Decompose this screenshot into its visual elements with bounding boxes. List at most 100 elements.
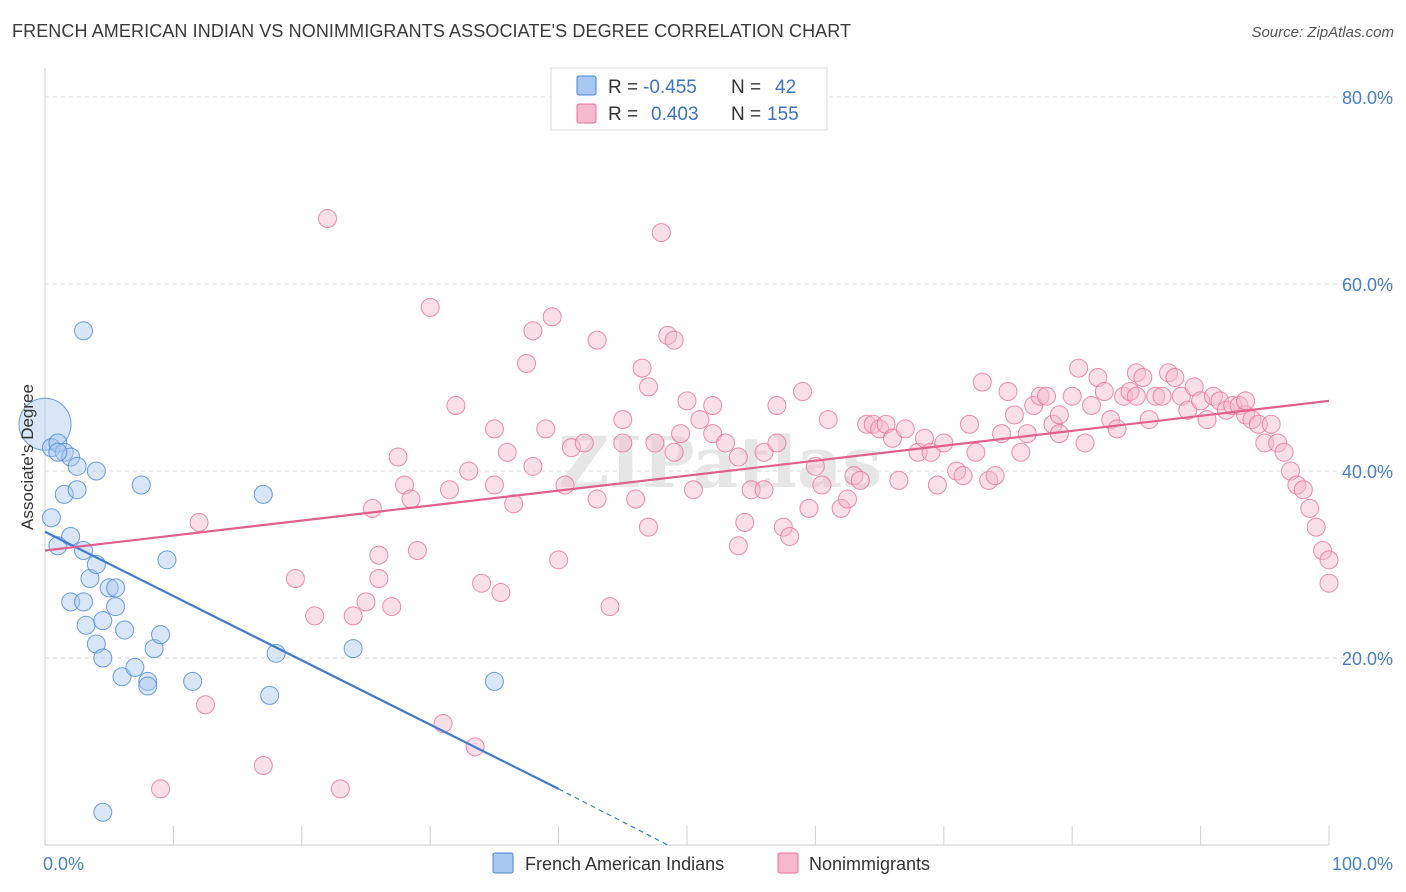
point-nonimmigrants [818,410,838,430]
point-nonimmigrants [664,442,684,462]
point-french-american-indians [86,461,106,481]
point-nonimmigrants [459,461,479,481]
point-nonimmigrants [439,480,459,500]
point-nonimmigrants [780,526,800,546]
x-tick-label: 100.0% [1332,854,1393,874]
legend-swatch-blue [492,852,514,874]
point-nonimmigrants [356,592,376,612]
legend-n-value: 155 [767,104,799,125]
point-nonimmigrants [1268,433,1288,453]
y-tick-label: 60.0% [1342,275,1393,295]
point-nonimmigrants [626,489,646,509]
point-nonimmigrants [882,428,902,448]
point-nonimmigrants [1171,386,1191,406]
legend-series-label: French American Indians [525,854,724,874]
point-nonimmigrants [362,498,382,518]
point-nonimmigrants [504,494,524,514]
point-french-american-indians [76,615,96,635]
point-french-american-indians [144,639,164,659]
point-nonimmigrants [754,480,774,500]
point-nonimmigrants [407,540,427,560]
point-nonimmigrants [369,545,389,565]
point-nonimmigrants [343,606,363,626]
point-french-american-indians [67,456,87,476]
legend-r-value: 0.403 [651,104,699,125]
point-nonimmigrants [1004,405,1024,425]
point-french-american-indians [131,475,151,495]
legend-series-label: Nonimmigrants [809,854,930,874]
point-french-american-indians [18,397,72,451]
point-nonimmigrants [972,372,992,392]
point-french-american-indians [61,447,81,467]
point-nonimmigrants [1139,410,1159,430]
legend-n-value: 42 [775,77,796,98]
point-nonimmigrants [966,442,986,462]
point-french-american-indians [80,569,100,589]
legend-r-label: R = [608,104,638,125]
point-french-american-indians [138,676,158,696]
point-nonimmigrants [1280,461,1300,481]
point-nonimmigrants [1313,540,1333,560]
point-nonimmigrants [1030,386,1050,406]
point-nonimmigrants [1184,377,1204,397]
point-french-american-indians [138,671,158,691]
point-nonimmigrants [773,517,793,537]
point-nonimmigrants [728,447,748,467]
point-nonimmigrants [401,489,421,509]
point-french-american-indians [253,484,273,504]
x-tick-label: 0.0% [43,854,84,874]
point-nonimmigrants [542,307,562,327]
point-nonimmigrants [1094,382,1114,402]
point-nonimmigrants [395,475,415,495]
point-nonimmigrants [838,489,857,509]
point-nonimmigrants [927,475,947,495]
point-french-american-indians [99,578,119,598]
point-french-american-indians [67,480,87,500]
point-french-american-indians [343,639,363,659]
x-tick-labels: 0.0% 100.0% [43,854,1393,874]
point-nonimmigrants [1062,386,1082,406]
point-nonimmigrants [793,382,813,402]
trend-lines [44,399,1330,846]
point-nonimmigrants [876,414,896,434]
point-french-american-indians [93,802,113,822]
point-nonimmigrants [998,382,1018,402]
point-nonimmigrants [934,433,954,453]
point-french-american-indians [48,442,68,462]
point-nonimmigrants [151,779,171,799]
trend-line-extension [558,788,669,846]
point-nonimmigrants [953,466,973,486]
series-legend: French American Indians Nonimmigrants [492,852,930,874]
point-nonimmigrants [1210,391,1230,411]
point-nonimmigrants [420,297,440,317]
legend-n-label: N = [731,77,761,98]
point-nonimmigrants [857,414,877,434]
point-nonimmigrants [497,442,517,462]
trend-line-nonimmigrants [44,399,1330,552]
point-nonimmigrants [446,396,466,416]
point-nonimmigrants [638,377,658,397]
point-nonimmigrants [703,396,723,416]
series-french-american-indians-points [18,321,504,822]
point-french-american-indians [106,597,126,617]
point-nonimmigrants [523,456,543,476]
point-nonimmigrants [728,536,748,556]
point-nonimmigrants [472,573,492,593]
point-nonimmigrants [1075,433,1095,453]
point-nonimmigrants [189,512,209,532]
point-nonimmigrants [1037,386,1057,406]
point-nonimmigrants [484,475,504,495]
point-french-american-indians [112,667,132,687]
point-nonimmigrants [433,713,453,733]
point-french-american-indians [93,611,113,631]
point-french-american-indians [125,657,145,677]
point-french-american-indians [183,671,203,691]
point-nonimmigrants [253,756,273,776]
point-nonimmigrants [1319,550,1339,570]
point-nonimmigrants [613,410,633,430]
legend-r-value: -0.455 [643,77,697,98]
point-nonimmigrants [735,512,755,532]
point-nonimmigrants [574,433,594,453]
point-nonimmigrants [523,321,543,341]
